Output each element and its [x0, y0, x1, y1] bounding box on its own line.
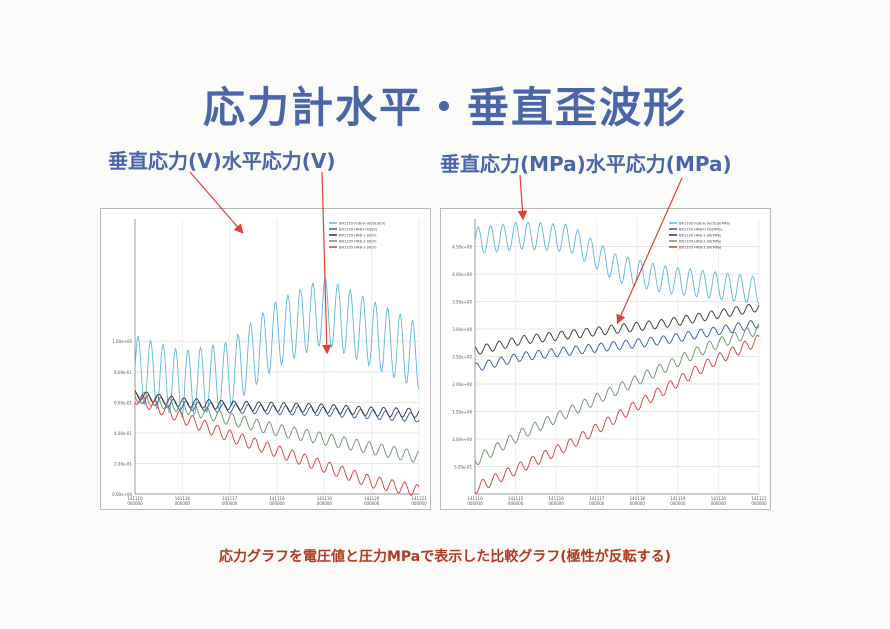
v-series-line-3 — [134, 390, 420, 418]
v-xtick-label: 000000 — [364, 501, 380, 506]
p-legend-entry: BR1195 HRB-H N2(MPa) — [679, 228, 723, 232]
p-xtick-label: 141117 — [589, 496, 605, 501]
p-xtick-label: 141120 — [711, 496, 727, 501]
p-legend-entry: BR1195 FGB-H Vertical(MPa) — [679, 222, 731, 226]
v-legend-entry: BR1195 FGB-H Vertical(V) — [339, 222, 386, 226]
v-xtick-label: 000000 — [222, 501, 238, 506]
v-ytick-label: 2.00e-01 — [114, 461, 132, 466]
p-ytick-label: 4.00e+00 — [452, 272, 472, 277]
p-xtick-label: 141119 — [670, 496, 686, 501]
v-xtick-label: 141118 — [269, 496, 285, 501]
left-chart-label: 垂直応力(V)水平応力(V) — [108, 149, 336, 173]
v-ytick-label: 4.00e-01 — [114, 431, 132, 436]
v-ytick-label: 0.00e+00 — [112, 492, 132, 497]
p-xtick-label: 141110 — [467, 496, 483, 501]
v-series-line-5 — [134, 394, 420, 496]
v-xtick-label: 141119 — [317, 496, 333, 501]
p-ytick-label: 5.00e-01 — [454, 465, 472, 470]
right-chart-label: 垂直応力(MPa)水平応力(MPa) — [440, 152, 732, 176]
v-xtick-label: 000000 — [127, 501, 143, 506]
p-xtick-label: 000000 — [467, 501, 483, 506]
v-xtick-label: 000000 — [269, 501, 285, 506]
p-xtick-label: 000000 — [711, 501, 727, 506]
p-xtick-label: 141121 — [751, 496, 767, 501]
p-xtick-label: 141118 — [630, 496, 646, 501]
page-title: 応力計水平・垂直歪波形 — [202, 83, 687, 132]
caption: 応力グラフを電圧値と圧力MPaで表示した比較グラフ(極性が反転する) — [218, 549, 672, 565]
v-xtick-label: 000000 — [175, 501, 191, 506]
p-legend-entry: BR1195 HRB-3 S0(MPa) — [679, 246, 722, 250]
v-legend-entry: BR1195 HRB-1 S0(V) — [339, 234, 377, 238]
p-series-line-5 — [474, 334, 760, 494]
p-series-line-3 — [474, 303, 760, 355]
v-xtick-label: 000000 — [317, 501, 333, 506]
v-ytick-label: 6.00e-01 — [114, 400, 132, 405]
p-xtick-label: 000000 — [549, 501, 565, 506]
voltage-chart: 0.00e+00 2.00e-01 4.00e-01 6.00e-01 8.00e-01… — [112, 219, 427, 506]
v-legend-entry: BR1195 HRB-3 S0(V) — [339, 246, 377, 250]
p-ytick-label: 2.50e+00 — [452, 355, 472, 360]
p-ytick-label: 3.50e+00 — [452, 300, 472, 305]
v-xtick-label: 141117 — [222, 496, 238, 501]
v-xtick-label: 141116 — [175, 496, 191, 501]
v-legend-entry: BR1195 HRB-2 S0(V) — [339, 240, 377, 244]
p-series-line-4 — [474, 323, 760, 466]
p-series-line-2 — [474, 320, 760, 371]
v-xtick-label: 141120 — [364, 496, 380, 501]
pressure-chart: 5.00e-01 1.00e+00 1.50e+00 2.00e+00 2.50e+00… — [452, 219, 767, 506]
p-xtick-label: 000000 — [630, 501, 646, 506]
p-ytick-label: 2.00e+00 — [452, 382, 472, 387]
p-xtick-label: 141116 — [549, 496, 565, 501]
p-xtick-label: 000000 — [589, 501, 605, 506]
p-xtick-label: 000000 — [670, 501, 686, 506]
p-ytick-label: 1.50e+00 — [452, 410, 472, 415]
voltage-chart-panel: 0.00e+00 2.00e-01 4.00e-01 6.00e-01 8.00e-01… — [100, 208, 431, 510]
p-xtick-label: 000000 — [751, 501, 767, 506]
p-ytick-label: 1.00e+00 — [452, 437, 472, 442]
p-xtick-label: 000000 — [508, 501, 524, 506]
v-legend-entry: BR1195 HRB-H N2(V) — [339, 228, 378, 232]
p-legend-entry: BR1195 HRB-1 S0(MPa) — [679, 234, 722, 238]
v-series-line-4 — [134, 391, 420, 463]
v-ytick-label: 1.00e+00 — [112, 339, 132, 344]
v-xtick-label: 000000 — [411, 501, 427, 506]
p-xtick-label: 141115 — [508, 496, 524, 501]
v-xtick-label: 141110 — [127, 496, 143, 501]
p-series-line-1 — [474, 221, 760, 305]
pressure-chart-panel: 5.00e-01 1.00e+00 1.50e+00 2.00e+00 2.50e+00… — [440, 208, 771, 510]
p-ytick-label: 3.00e+00 — [452, 327, 472, 332]
v-ytick-label: 8.00e-01 — [114, 370, 132, 375]
v-xtick-label: 141121 — [411, 496, 427, 501]
p-legend-entry: BR1195 HRB-2 S0(MPa) — [679, 240, 722, 244]
p-ytick-label: 4.50e+00 — [452, 245, 472, 250]
